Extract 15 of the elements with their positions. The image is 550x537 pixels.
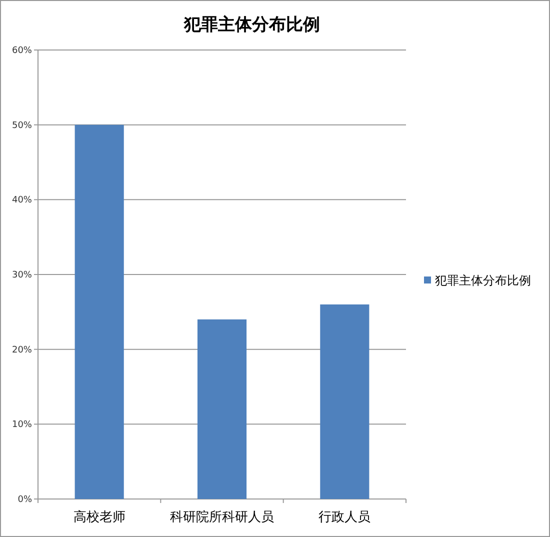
x-tick-label: 科研院所科研人员 [170, 510, 274, 525]
chart-title: 犯罪主体分布比例 [183, 15, 320, 35]
y-tick-label: 10% [12, 420, 32, 430]
y-tick-label: 60% [12, 46, 32, 56]
x-tick-label: 行政人员 [318, 510, 371, 525]
y-tick-label: 50% [12, 120, 32, 131]
bar [197, 319, 247, 499]
y-tick-label: 20% [12, 345, 32, 356]
bar [320, 304, 370, 499]
x-tick-label: 高校老师 [73, 509, 126, 525]
y-tick-label: 40% [12, 196, 32, 206]
legend-label: 犯罪主体分布比例 [435, 274, 531, 288]
y-tick-label: 30% [12, 270, 32, 280]
y-tick-label: 0% [18, 495, 32, 505]
bar [74, 124, 124, 499]
